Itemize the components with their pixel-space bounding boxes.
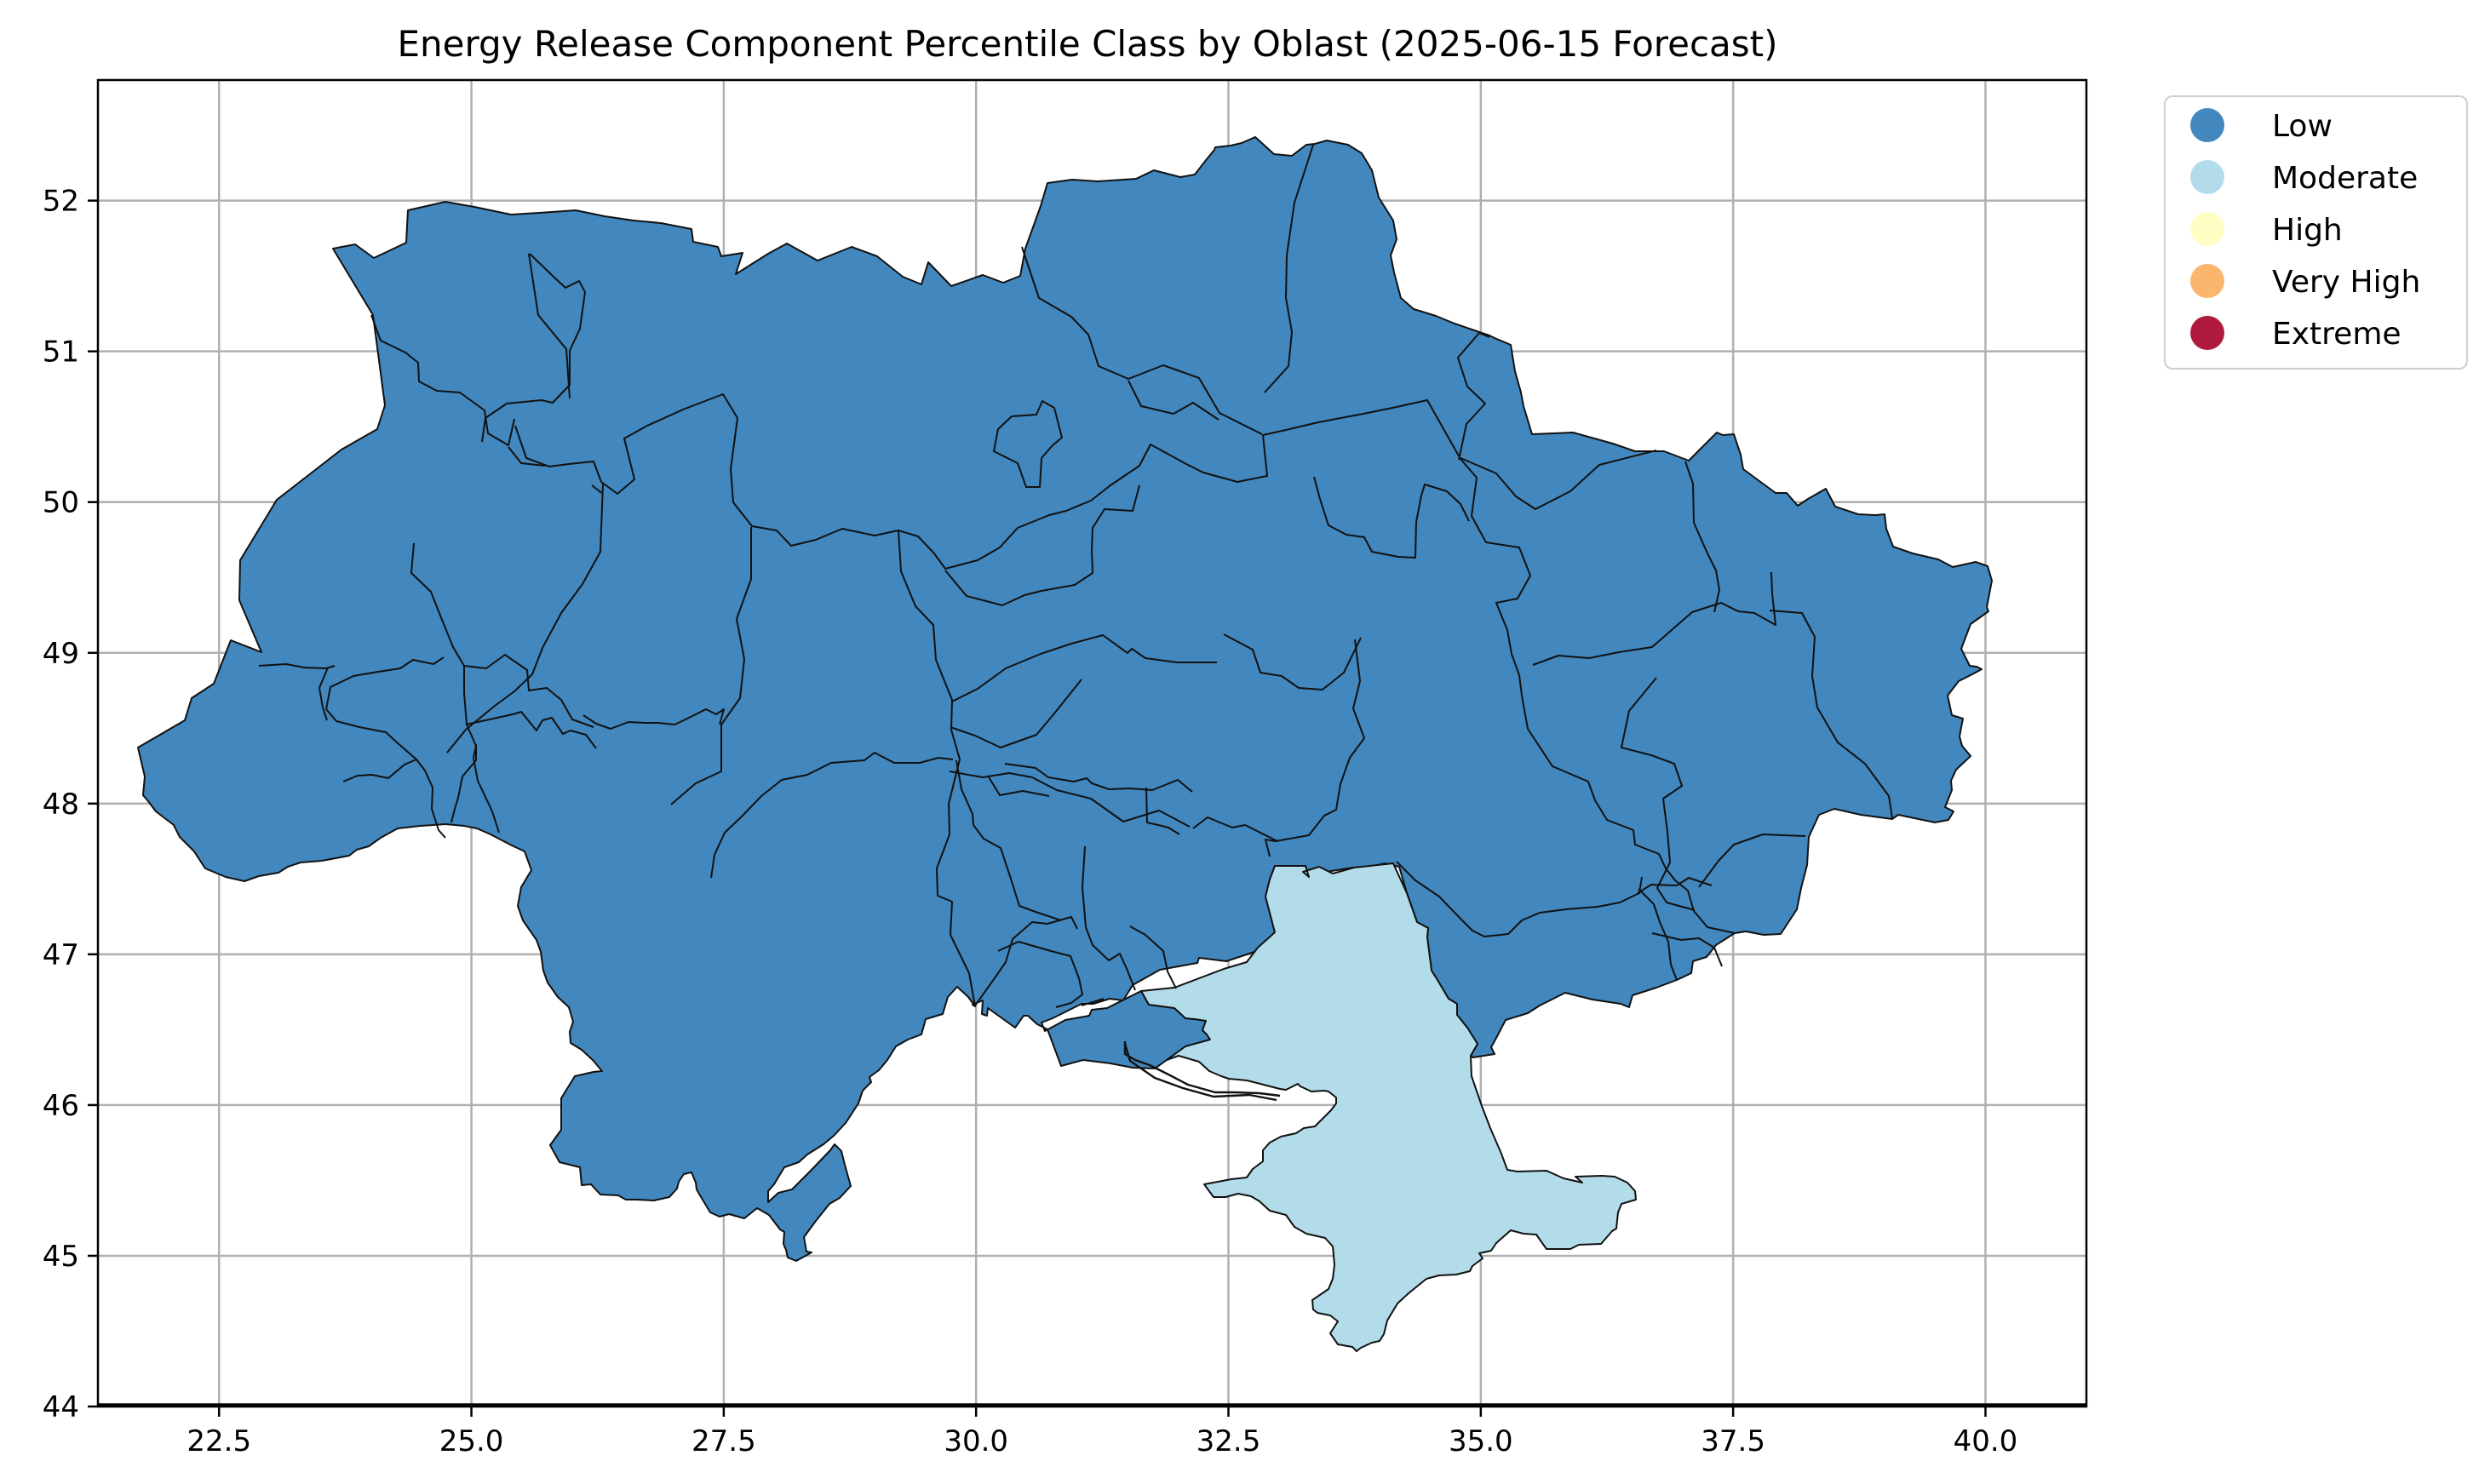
- legend-label: Moderate: [2272, 161, 2418, 196]
- axis-ticks: [88, 199, 1987, 1417]
- map-title: Energy Release Component Percentile Clas…: [397, 23, 1777, 65]
- legend-marker: [2190, 212, 2224, 246]
- y-tick-label: 49: [43, 637, 79, 671]
- legend-frame: [2164, 95, 2468, 370]
- legend: Low Moderate High Very High Extreme: [2164, 95, 2468, 370]
- y-tick-label: 51: [43, 335, 79, 370]
- x-tick-label: 27.5: [691, 1424, 756, 1458]
- x-tick-label: 35.0: [1449, 1424, 1513, 1458]
- legend-marker: [2190, 264, 2224, 298]
- x-tick-label: 30.0: [944, 1424, 1008, 1458]
- legend-label: Extreme: [2272, 317, 2402, 352]
- y-tick-label: 45: [43, 1240, 79, 1274]
- x-tick-label: 32.5: [1196, 1424, 1261, 1458]
- legend-item: Low: [2190, 108, 2333, 144]
- oblast-borders: [258, 144, 1893, 1008]
- coastline-details: [1123, 1041, 1281, 1102]
- legend-marker: [2190, 108, 2224, 142]
- y-tick-label: 50: [43, 486, 79, 520]
- x-tick-label: 25.0: [439, 1424, 504, 1458]
- y-tick-label: 48: [43, 788, 79, 822]
- x-tick-label: 22.5: [186, 1424, 251, 1458]
- x-tick-labels: 22.5 25.0 27.5 30.0 32.5 35.0 37.5 40.0: [186, 1424, 2017, 1458]
- y-tick-labels: 44 45 46 47 48 49 50 51 52: [43, 185, 79, 1424]
- legend-marker: [2190, 316, 2224, 350]
- y-tick-label: 44: [43, 1390, 79, 1424]
- legend-item: High: [2190, 212, 2343, 248]
- y-tick-label: 47: [43, 938, 79, 972]
- legend-label: Very High: [2272, 265, 2420, 300]
- x-tick-label: 40.0: [1954, 1424, 2018, 1458]
- x-tick-label: 37.5: [1701, 1424, 1765, 1458]
- legend-item: Moderate: [2190, 160, 2418, 196]
- axes-frame: [96, 78, 2088, 1408]
- legend-item: Extreme: [2190, 316, 2402, 352]
- legend-label: Low: [2272, 109, 2333, 144]
- legend-label: High: [2272, 213, 2343, 248]
- legend-marker: [2190, 160, 2224, 194]
- y-tick-label: 52: [43, 185, 79, 219]
- south-region-moderate: [1140, 862, 1637, 1352]
- oblast-regions: [137, 136, 1993, 1352]
- legend-item: Very High: [2190, 264, 2420, 300]
- y-tick-label: 46: [43, 1089, 79, 1123]
